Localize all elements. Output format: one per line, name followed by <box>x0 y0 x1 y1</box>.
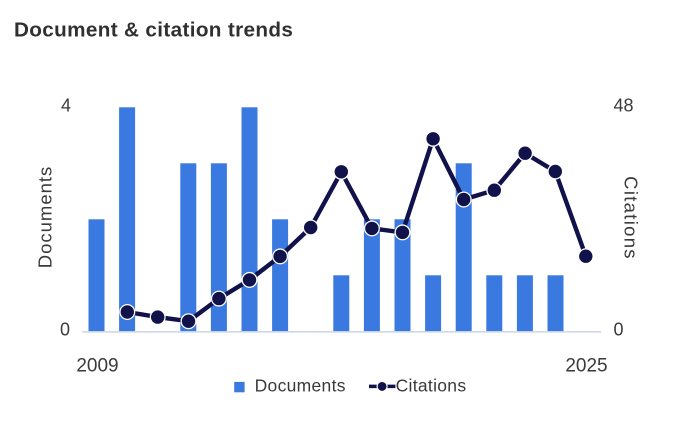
svg-text:2009: 2009 <box>76 356 118 377</box>
svg-text:Documents: Documents <box>255 376 346 396</box>
svg-text:Document & citation trends: Document & citation trends <box>14 19 293 42</box>
svg-text:Citations: Citations <box>621 176 642 260</box>
svg-text:2025: 2025 <box>565 356 607 377</box>
svg-text:0: 0 <box>60 320 70 340</box>
svg-text:Documents: Documents <box>35 166 56 269</box>
svg-text:4: 4 <box>61 96 71 116</box>
svg-text:Citations: Citations <box>396 376 467 396</box>
svg-text:0: 0 <box>614 320 624 340</box>
svg-text:48: 48 <box>614 96 634 116</box>
